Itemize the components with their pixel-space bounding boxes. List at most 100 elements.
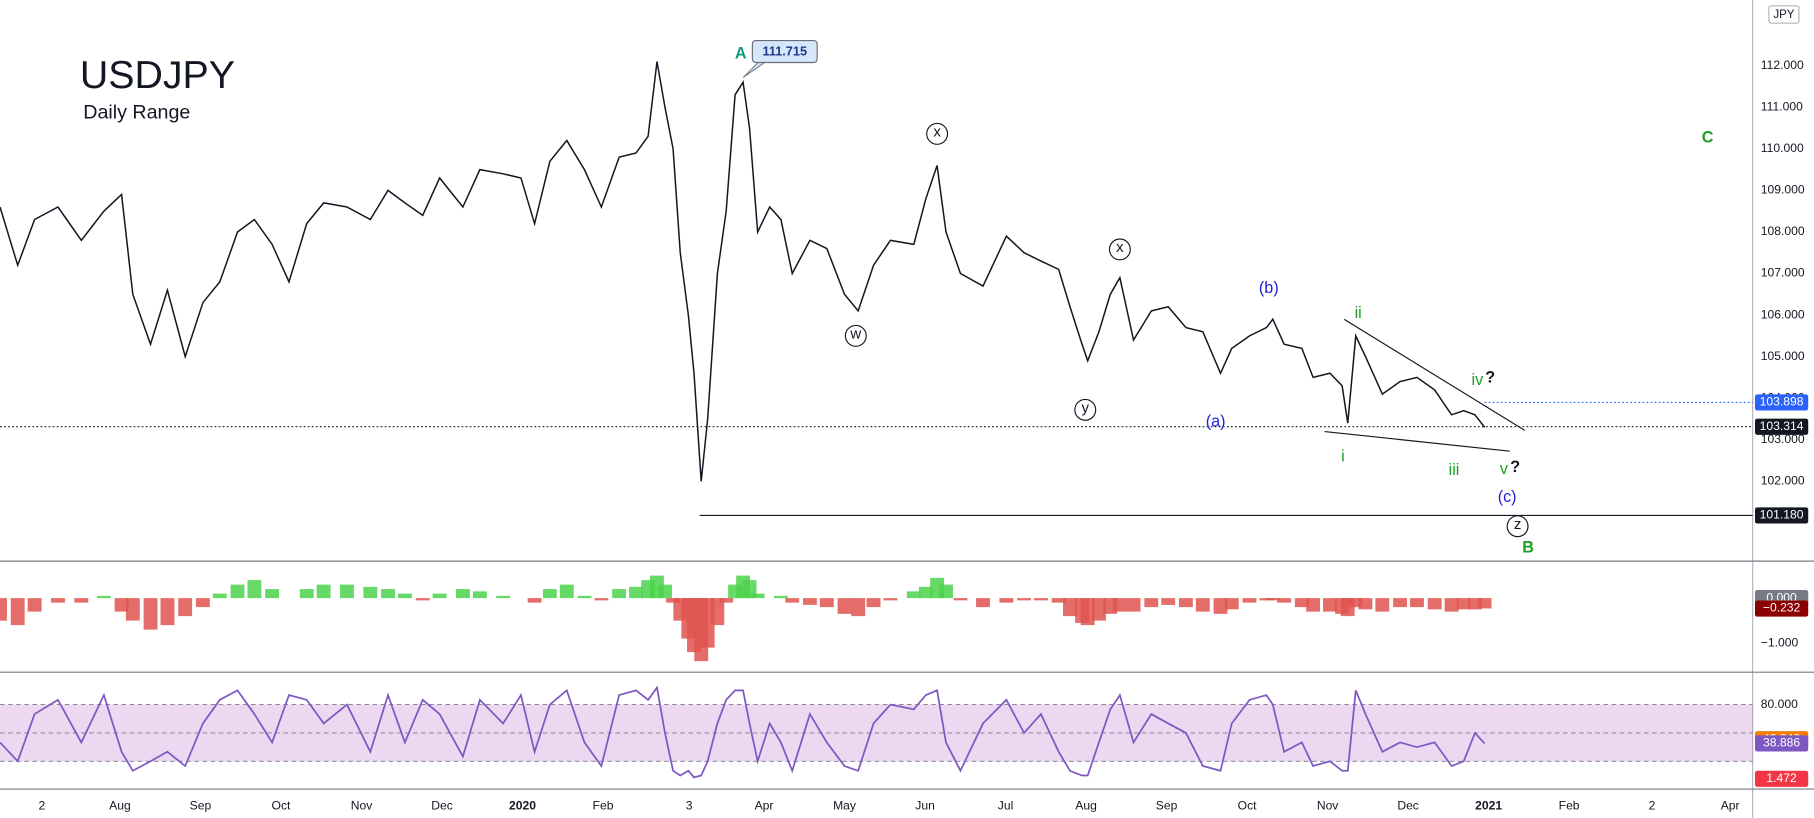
histogram-bar — [212, 593, 227, 599]
histogram-bar — [1348, 598, 1363, 608]
histogram-bar — [1294, 598, 1309, 608]
price-tag — [1754, 394, 1809, 411]
histogram-bar — [773, 595, 788, 599]
histogram-bar — [1126, 598, 1141, 612]
histogram-bar — [1017, 598, 1032, 601]
histogram-bar — [1161, 598, 1176, 605]
histogram-bar — [785, 598, 800, 603]
histogram-bar — [114, 598, 129, 612]
wave-circle — [926, 122, 949, 145]
histogram-bar — [1477, 598, 1492, 609]
histogram-bar — [27, 598, 42, 612]
x-tick-label: Aug — [1075, 799, 1097, 813]
histogram-bar — [866, 598, 881, 608]
wave-label: w — [849, 326, 861, 343]
histogram-bar — [432, 593, 447, 599]
histogram-bar — [398, 593, 412, 599]
series-line — [0, 61, 1486, 482]
histogram-bar — [906, 591, 921, 599]
price-tag-label: 1.472 — [1766, 771, 1797, 785]
histogram-bar — [340, 584, 354, 599]
y-tick-label: 105.000 — [1761, 349, 1805, 363]
histogram-bar — [1242, 598, 1257, 603]
histogram-bar — [953, 598, 968, 601]
histogram-bar — [577, 595, 592, 599]
wave-label: (b) — [1259, 279, 1279, 297]
histogram-bar — [612, 589, 627, 599]
trend-line — [1344, 318, 1526, 431]
histogram-bar — [247, 580, 262, 599]
price-tag-label: 38.886 — [1763, 736, 1800, 750]
histogram-bar — [1306, 598, 1321, 612]
wave-circle — [844, 324, 867, 347]
series-line — [0, 685, 1486, 779]
histogram-bar — [750, 593, 765, 599]
histogram-bar — [1224, 598, 1239, 610]
y-tick-label: 111.000 — [1761, 99, 1803, 113]
histogram-bar — [883, 598, 898, 601]
x-tick-label: Jun — [915, 799, 935, 813]
wave-label: B — [1522, 539, 1534, 557]
histogram-bar — [74, 598, 89, 603]
histogram-bar — [1427, 598, 1442, 610]
histogram-bar — [802, 598, 817, 605]
histogram-bar — [837, 598, 852, 614]
histogram-bar — [710, 598, 725, 626]
y-tick-label: 109.000 — [1761, 183, 1805, 197]
wave-label: iv — [1471, 371, 1484, 389]
histogram-bar — [1144, 598, 1159, 608]
histogram-bar — [1112, 598, 1127, 612]
x-tick-label: Dec — [431, 799, 453, 813]
histogram-bar — [299, 589, 314, 599]
histogram-bar — [230, 584, 245, 599]
y-tick-label: 102.000 — [1761, 474, 1805, 488]
histogram-bar — [1323, 598, 1337, 612]
price-tag-label: 101.180 — [1760, 508, 1804, 522]
wave-label: x — [1116, 239, 1124, 256]
histogram-bar — [1375, 598, 1390, 612]
histogram-bar — [1213, 598, 1228, 614]
histogram-bar — [415, 598, 430, 601]
x-tick-label: Sep — [1156, 799, 1178, 813]
histogram-bar — [0, 598, 7, 621]
currency-label: JPY — [1773, 9, 1794, 21]
x-tick-label: Dec — [1397, 799, 1419, 813]
histogram-bar — [125, 598, 140, 621]
y-tick-label: 106.000 — [1761, 307, 1805, 321]
wave-label: i — [1341, 448, 1345, 466]
histogram-bar — [819, 598, 834, 608]
y-tick-label: 108.000 — [1761, 224, 1805, 238]
price-tag — [1754, 418, 1809, 435]
wave-label: A — [735, 44, 747, 62]
x-tick-label: Apr — [755, 799, 774, 813]
wave-circle — [1108, 238, 1131, 261]
x-tick-label: Aug — [109, 799, 131, 813]
histogram-bar — [1467, 598, 1482, 610]
histogram-bar — [1410, 598, 1424, 608]
x-tick-label: Feb — [593, 799, 614, 813]
histogram-bar — [1456, 598, 1471, 610]
histogram-bar — [542, 589, 557, 599]
histogram-bar — [1444, 598, 1459, 612]
x-tick-label: Sep — [190, 799, 212, 813]
wave-label: ? — [1510, 458, 1520, 476]
histogram-bar — [143, 598, 158, 630]
histogram-bar — [51, 598, 65, 603]
price-tag — [1754, 600, 1809, 617]
y-tick-label: −1.000 — [1761, 635, 1799, 649]
histogram-bar — [594, 598, 609, 601]
wave-label: y — [1082, 400, 1090, 417]
histogram-bar — [1063, 598, 1077, 617]
wave-label: (c) — [1498, 488, 1517, 506]
histogram-bar — [1195, 598, 1210, 612]
wave-circle — [1074, 398, 1097, 421]
histogram-bar — [455, 589, 470, 599]
histogram-bar — [527, 598, 542, 603]
histogram-bar — [1277, 598, 1292, 603]
price-tag — [1754, 770, 1809, 787]
histogram-bar — [178, 598, 193, 617]
histogram-bar — [10, 598, 25, 626]
histogram-bar — [666, 598, 680, 603]
x-tick-label: Feb — [1559, 799, 1580, 813]
